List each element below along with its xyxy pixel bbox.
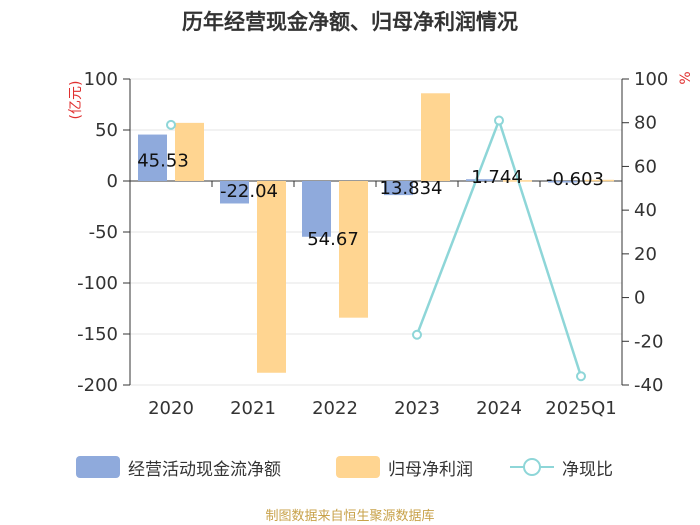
data-label-ocf: 13.834 (380, 178, 443, 199)
bar-ocf (302, 181, 331, 237)
legend-swatch-ocf (76, 456, 120, 478)
bar-ocf (220, 181, 249, 204)
ratio-point (166, 119, 176, 130)
bar-profit (257, 181, 286, 373)
data-label-ocf: 54.67 (307, 229, 359, 250)
bar-series (138, 93, 614, 373)
legend-swatch-ratio (510, 458, 554, 476)
legend-label-ratio: 净现比 (562, 459, 613, 480)
legend-item-ratio[interactable]: 净现比 (510, 452, 613, 482)
y-left-tick-label: -50 (89, 222, 118, 243)
legend-item-ocf[interactable]: 经营活动现金流净额 (76, 452, 281, 482)
legend-item-profit[interactable]: 归母净利润 (336, 452, 473, 482)
data-labels: 45.53 -22.04 54.67 13.834 1.744 -0.603 (137, 151, 604, 250)
y-left-tick-label: -200 (77, 375, 118, 396)
ratio-point (412, 329, 422, 340)
grid-lines (130, 78, 622, 386)
x-tick-label: 2022 (312, 398, 358, 419)
y-right-tick-label: 80 (634, 113, 657, 134)
y-right-tick-label: 0 (634, 288, 645, 309)
y-left-tick-label: 0 (107, 171, 118, 192)
x-tick-label: 2024 (476, 398, 522, 419)
y-right-tick-label: -20 (634, 331, 663, 352)
y-right-axis-label: % (678, 71, 694, 84)
data-label-ocf: 1.744 (471, 167, 523, 188)
chart-area: 100500-50-100-150-200(亿元)100806040200-20… (68, 69, 694, 419)
chart-title: 历年经营现金净额、归母净利润情况 (182, 10, 518, 34)
ratio-point (494, 115, 504, 126)
ratio-line-segment (497, 120, 583, 377)
legend-swatch-profit (336, 456, 380, 478)
bar-profit (421, 93, 450, 181)
y-left-tick-label: 50 (95, 120, 118, 141)
x-tick-label: 2021 (230, 398, 276, 419)
bar-ocf (548, 181, 577, 183)
bar-ocf (466, 179, 495, 181)
y-right-tick-label: 40 (634, 200, 657, 221)
y-left-tick-label: -100 (77, 273, 118, 294)
bar-profit (175, 122, 204, 181)
y-right-tick-label: -40 (634, 375, 663, 396)
data-label-ocf: 45.53 (137, 151, 189, 172)
axes: 100500-50-100-150-200(亿元)100806040200-20… (68, 69, 694, 419)
bar-ocf (138, 134, 167, 181)
y-left-axis-label: (亿元) (68, 81, 84, 120)
source-note: 制图数据来自恒生聚源数据库 (265, 509, 435, 524)
y-left-tick-label: -150 (77, 324, 118, 345)
bar-profit (585, 179, 614, 182)
ratio-point (576, 371, 586, 382)
legend-label-ocf: 经营活动现金流净额 (128, 459, 281, 480)
data-label-ocf: -22.04 (220, 181, 278, 202)
ratio-line-segment (415, 120, 501, 336)
x-tick-label: 2020 (148, 398, 194, 419)
line-series (166, 115, 586, 382)
y-left-tick-label: 100 (84, 69, 118, 90)
y-right-tick-label: 20 (634, 244, 657, 265)
bar-ocf (384, 181, 413, 196)
y-right-tick-label: 100 (634, 69, 668, 90)
y-right-tick-label: 60 (634, 156, 657, 177)
legend: 经营活动现金流净额 归母净利润 净现比 (0, 452, 700, 482)
x-tick-label: 2025Q1 (545, 398, 616, 419)
legend-label-profit: 归母净利润 (388, 459, 473, 480)
x-tick-label: 2023 (394, 398, 440, 419)
bar-profit (339, 181, 368, 318)
data-label-ocf: -0.603 (546, 169, 604, 190)
